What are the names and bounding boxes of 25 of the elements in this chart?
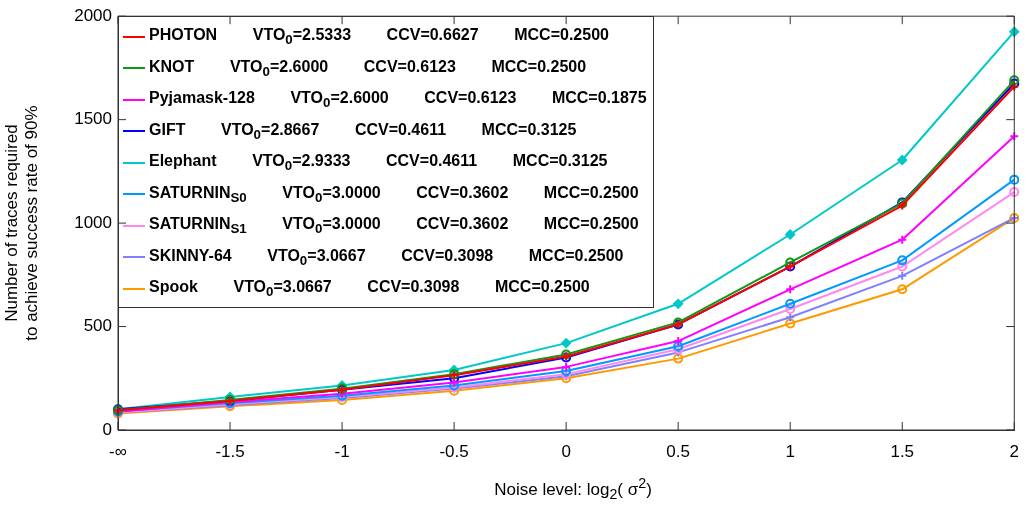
x-tick-label: -1.5 <box>215 441 245 461</box>
x-tick-label: 1 <box>785 441 795 461</box>
y-tick-label: 0 <box>102 419 112 439</box>
x-tick-label: 1.5 <box>890 441 915 461</box>
legend-label: Spook VTO$_{0}$=3.0667 CCV=0.3098 MCC=0.2500 <box>149 278 590 300</box>
x-tick-label: -0.5 <box>439 441 469 461</box>
legend-label: SKINNY-64 VTO$_{0}$=3.0667 CCV=0.3098 MCC=0.2500 <box>149 246 624 269</box>
legend-label: Elephant VTO$_{0}$=2.9333 CCV=0.4611 MCC=0.3125 <box>149 152 608 174</box>
x-tick-label: -∞ <box>109 441 127 461</box>
y-tick-label: 1000 <box>74 212 112 232</box>
x-tick-label: -1 <box>334 441 350 461</box>
x-tick-label: 0 <box>561 441 571 461</box>
text: SATURNIN$_{S1}$ VTO$_{0}$=3.0000 CCV=0.3602 MCC=0.2500 <box>149 215 639 237</box>
x-axis-title: Noise level: log$_{2}$( σ$^{2}$) <box>493 475 653 503</box>
x-tick-label: 2 <box>1009 441 1020 461</box>
legend-label: PHOTON VTO$_{0}$=2.5333 CCV=0.6627 MCC=0.2500 <box>149 26 609 48</box>
legend-label: GIFT VTO$_{0}$=2.8667 CCV=0.4611 MCC=0.3125 <box>149 120 577 143</box>
y-tick-label: 1500 <box>74 109 112 129</box>
legend-label: KNOT VTO$_{0}$=2.6000 CCV=0.6123 MCC=0.2500 <box>149 57 587 80</box>
y-axis-title: Number of traces required to achieve success rate of 90% <box>1 105 42 341</box>
x-tick-label: 0.5 <box>666 441 690 461</box>
legend-label: Pyjamask-128 VTO$_{0}$=2.6000 CCV=0.6123 MCC=0.1875 <box>149 89 647 111</box>
y-tick-label: 500 <box>83 316 112 336</box>
y-tick-label: 2000 <box>74 5 112 25</box>
text: SATURNIN$_{S0}$ VTO$_{0}$=3.0000 CCV=0.3602 MCC=0.2500 <box>149 183 639 206</box>
